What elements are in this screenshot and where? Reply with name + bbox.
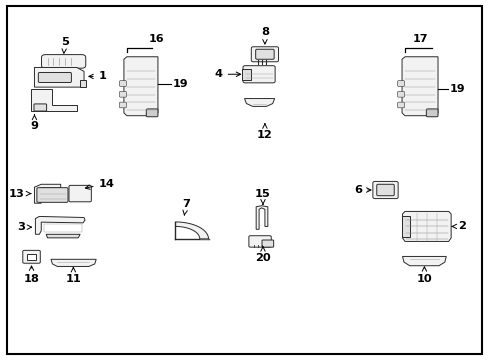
FancyBboxPatch shape — [38, 72, 71, 82]
Text: 19: 19 — [449, 84, 465, 94]
Text: 11: 11 — [65, 267, 81, 284]
Bar — [242, 69, 250, 80]
FancyBboxPatch shape — [248, 236, 271, 247]
Text: 7: 7 — [182, 199, 190, 215]
FancyBboxPatch shape — [397, 91, 404, 97]
Bar — [401, 216, 409, 237]
Polygon shape — [244, 99, 274, 107]
Text: 19: 19 — [172, 78, 188, 89]
Polygon shape — [256, 206, 267, 229]
FancyBboxPatch shape — [23, 250, 40, 263]
Text: 5: 5 — [61, 37, 68, 53]
FancyBboxPatch shape — [426, 109, 437, 117]
Polygon shape — [30, 89, 77, 111]
FancyBboxPatch shape — [146, 109, 158, 117]
Polygon shape — [35, 216, 85, 234]
Text: 17: 17 — [412, 33, 427, 44]
Bar — [27, 253, 36, 260]
FancyBboxPatch shape — [372, 181, 397, 199]
FancyBboxPatch shape — [34, 104, 46, 111]
Text: 1: 1 — [89, 71, 106, 81]
FancyBboxPatch shape — [119, 102, 126, 108]
Text: 4: 4 — [214, 69, 240, 79]
Text: 6: 6 — [353, 185, 370, 195]
Text: 16: 16 — [148, 34, 163, 44]
Text: 10: 10 — [416, 267, 431, 284]
FancyBboxPatch shape — [262, 240, 273, 247]
Polygon shape — [34, 67, 84, 87]
FancyBboxPatch shape — [397, 81, 404, 86]
FancyBboxPatch shape — [119, 91, 126, 97]
Text: 9: 9 — [30, 115, 39, 131]
Text: 3: 3 — [17, 222, 32, 232]
Polygon shape — [80, 80, 86, 87]
FancyBboxPatch shape — [41, 55, 85, 68]
Polygon shape — [34, 184, 61, 203]
Text: 20: 20 — [255, 247, 270, 263]
FancyBboxPatch shape — [37, 188, 68, 202]
Polygon shape — [51, 259, 96, 266]
Polygon shape — [402, 256, 446, 266]
Polygon shape — [123, 57, 158, 116]
Text: 15: 15 — [255, 189, 270, 204]
Text: 13: 13 — [9, 189, 31, 199]
Polygon shape — [402, 211, 450, 242]
FancyBboxPatch shape — [397, 102, 404, 108]
FancyBboxPatch shape — [251, 47, 278, 62]
FancyBboxPatch shape — [255, 49, 274, 59]
Polygon shape — [46, 234, 80, 238]
Text: 2: 2 — [451, 221, 466, 231]
Polygon shape — [175, 222, 208, 239]
Polygon shape — [401, 57, 437, 116]
Text: 14: 14 — [85, 179, 114, 189]
Text: 18: 18 — [23, 266, 40, 284]
Polygon shape — [44, 224, 81, 232]
FancyBboxPatch shape — [376, 184, 393, 196]
FancyBboxPatch shape — [243, 66, 275, 83]
FancyBboxPatch shape — [69, 185, 91, 202]
FancyBboxPatch shape — [119, 81, 126, 86]
Text: 8: 8 — [261, 27, 268, 44]
Text: 12: 12 — [257, 124, 272, 140]
